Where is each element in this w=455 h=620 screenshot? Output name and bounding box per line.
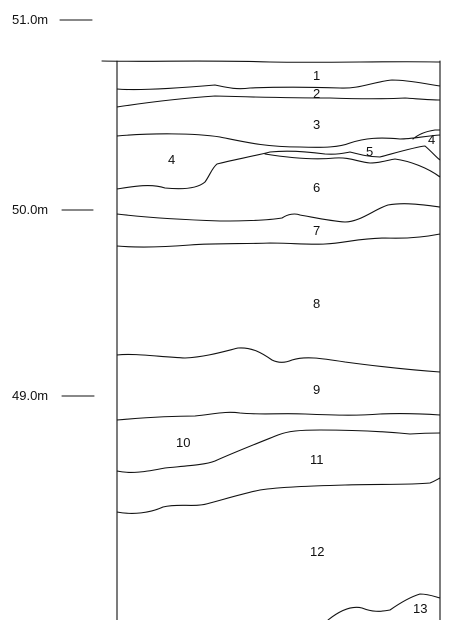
layer-label-10: 10	[176, 435, 190, 450]
boundary-12-13	[327, 593, 441, 620]
layer-label-1: 1	[313, 68, 320, 83]
boundary-11-12	[116, 477, 441, 514]
boundary-5-6	[264, 153, 441, 178]
elevation-scale: 51.0m 50.0m 49.0m	[12, 12, 95, 403]
boundary-8-9	[116, 347, 441, 373]
layer-labels: 1 2 3 4 5 4 6 7 8 9 10 11 12 13	[168, 68, 435, 616]
boundary-10-11	[116, 429, 441, 473]
layer-label-4: 4	[168, 152, 175, 167]
layer-label-8: 8	[313, 296, 320, 311]
layer-label-5: 5	[366, 144, 373, 159]
boundary-6-7	[116, 203, 441, 223]
layer-label-11: 11	[310, 452, 324, 467]
boundary-3-4	[116, 133, 441, 148]
elevation-label-51: 51.0m	[12, 12, 48, 27]
layer-label-9: 9	[313, 382, 320, 397]
boundary-lens-4	[412, 129, 441, 140]
layer-label-3: 3	[313, 117, 320, 132]
layer-label-6: 6	[313, 180, 320, 195]
boundary-2-3	[116, 95, 441, 108]
ground-surface-line	[101, 60, 441, 63]
layer-label-13: 13	[413, 601, 427, 616]
layer-label-4-lens: 4	[428, 132, 435, 147]
layer-label-7: 7	[313, 223, 320, 238]
elevation-label-50: 50.0m	[12, 202, 48, 217]
boundary-4-6	[116, 145, 441, 190]
layer-label-2: 2	[313, 86, 320, 101]
boundary-1-2	[116, 79, 441, 91]
elevation-label-49: 49.0m	[12, 388, 48, 403]
layer-label-12: 12	[310, 544, 324, 559]
boundary-9-10	[116, 411, 441, 421]
section-frame	[101, 60, 441, 620]
layer-boundaries	[116, 79, 441, 620]
boundary-7-8	[116, 233, 441, 248]
